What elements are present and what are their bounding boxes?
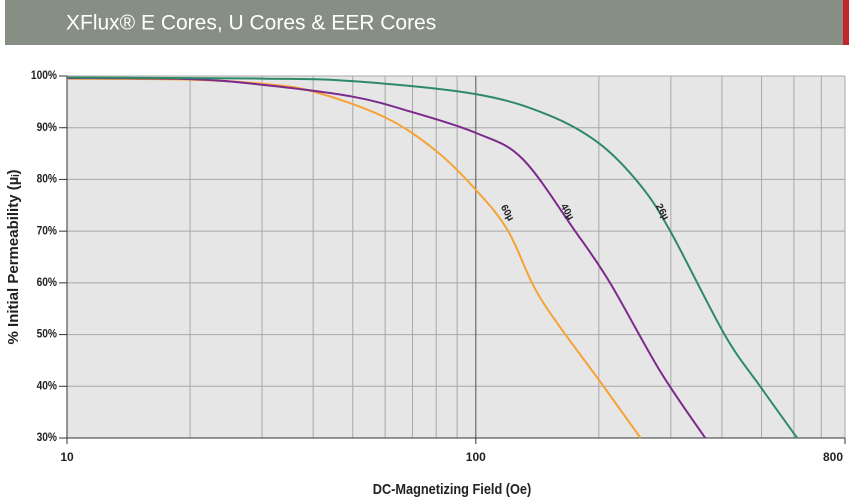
header-band: [5, 0, 843, 45]
x-tick-label: 10: [60, 450, 74, 464]
chart-title: XFlux® E Cores, U Cores & EER Cores: [66, 12, 436, 35]
y-tick-label: 100%: [31, 69, 57, 82]
y-tick-label: 60%: [37, 276, 57, 289]
y-tick-label: 50%: [37, 328, 57, 341]
series-line: [66, 77, 707, 439]
y-tick-label: 70%: [37, 225, 57, 238]
y-tick-label: 90%: [37, 121, 57, 134]
header-accent: [843, 0, 849, 45]
x-tick-label: 100: [466, 450, 486, 464]
series-line: [66, 76, 798, 439]
y-axis-label: % Initial Permeability (µᵢ): [5, 170, 22, 345]
x-tick-label: 800: [823, 450, 843, 464]
y-tick-label: 40%: [37, 380, 57, 393]
y-tick-label: 30%: [37, 431, 57, 444]
y-tick-label: 80%: [37, 173, 57, 186]
x-axis-label: DC-Magnetizing Field (Oe): [373, 480, 532, 497]
plot-area: [67, 76, 845, 438]
